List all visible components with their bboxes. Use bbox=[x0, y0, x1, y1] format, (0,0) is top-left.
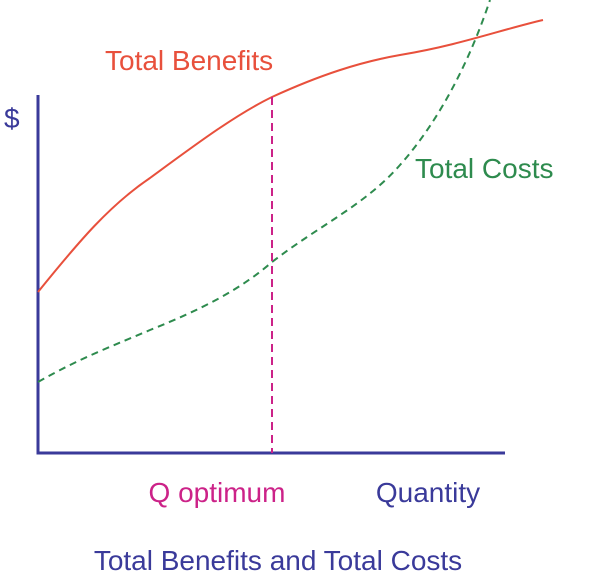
x-axis-label: Quantity bbox=[376, 477, 480, 508]
optimum-label: Q optimum bbox=[149, 477, 286, 508]
caption: Total Benefits and Total Costs bbox=[94, 545, 462, 576]
benefits-label: Total Benefits bbox=[105, 45, 273, 76]
costs-curve bbox=[37, 0, 491, 383]
y-axis-label: $ bbox=[4, 103, 20, 134]
axes bbox=[36, 95, 505, 455]
costs-label: Total Costs bbox=[415, 153, 554, 184]
